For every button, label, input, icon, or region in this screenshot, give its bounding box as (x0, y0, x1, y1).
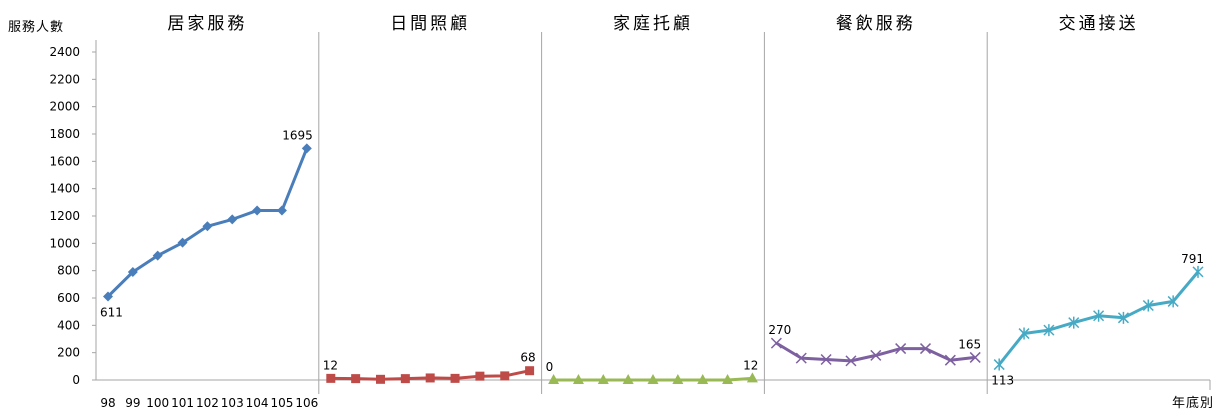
data-point (1018, 327, 1030, 340)
data-label: 113 (991, 374, 1014, 388)
data-point (500, 371, 510, 381)
data-point (1093, 309, 1105, 322)
data-point (127, 267, 138, 278)
panel-5: 交通接送 113 791 (991, 14, 1211, 390)
data-point (969, 351, 981, 363)
y-tick-label: 1800 (49, 127, 80, 141)
data-point (103, 291, 113, 302)
data-label: 270 (768, 323, 791, 337)
data-point (647, 374, 659, 384)
x-tick-label: 98 (100, 396, 115, 410)
x-tick-label: 105 (270, 396, 293, 410)
y-tick-label: 1600 (49, 154, 80, 168)
data-point (597, 374, 609, 384)
data-point (1043, 324, 1055, 337)
data-point (870, 349, 882, 361)
data-point (301, 143, 312, 154)
data-point (177, 237, 188, 248)
panel-3: 家庭托顧 0 12 (546, 14, 765, 394)
data-point (672, 374, 684, 384)
y-tick-label: 400 (57, 318, 80, 332)
data-point (425, 373, 435, 383)
data-point (795, 352, 807, 364)
data-point (622, 374, 634, 384)
panel-title: 餐飲服務 (836, 14, 916, 34)
panels: 居家服務 611 1695 日間照顧 12 68 家庭托顧 0 12 餐飲服務 270 165 交通接送… (100, 14, 1211, 394)
panel-2: 日間照顧 12 68 (323, 14, 543, 394)
y-tick-label: 2000 (49, 100, 80, 114)
data-point (722, 374, 734, 384)
data-point (227, 214, 238, 225)
data-point (1167, 295, 1179, 308)
x-tick-label: 104 (246, 396, 269, 410)
y-tick-label: 2200 (49, 72, 80, 86)
axes: 0200400600800100012001400160018002000220… (49, 40, 1210, 410)
data-point (770, 337, 782, 349)
x-axis-label: 年底別 (1172, 395, 1214, 411)
x-tick-label: 106 (295, 396, 318, 410)
data-point (202, 221, 213, 232)
data-label: 1695 (282, 128, 313, 142)
data-point (450, 373, 460, 383)
data-point (475, 371, 485, 381)
x-tick-label: 103 (221, 396, 244, 410)
x-tick-label: 102 (196, 396, 219, 410)
data-point (152, 250, 163, 261)
data-label: 12 (323, 358, 338, 372)
y-tick-label: 200 (57, 346, 80, 360)
y-tick-label: 0 (72, 373, 80, 387)
data-point (944, 354, 956, 366)
data-point (252, 205, 263, 216)
series-line (775, 341, 976, 363)
x-tick-label: 100 (146, 396, 169, 410)
panel-4: 餐飲服務 270 165 (768, 14, 988, 394)
data-label: 165 (958, 337, 981, 351)
data-label: 611 (100, 305, 123, 319)
data-point (525, 366, 535, 376)
panel-title: 日間照顧 (390, 14, 470, 34)
y-tick-label: 2400 (49, 45, 80, 59)
data-point (376, 374, 385, 384)
data-label: 68 (520, 351, 535, 365)
data-point (351, 374, 361, 384)
y-tick-label: 1000 (49, 236, 80, 250)
panel-title: 交通接送 (1059, 14, 1139, 34)
data-label: 791 (1181, 252, 1204, 266)
x-tick-label: 101 (171, 396, 194, 410)
y-tick-label: 1200 (49, 209, 80, 223)
panel-title: 居家服務 (167, 14, 247, 34)
data-point (697, 374, 709, 384)
data-point (400, 374, 410, 384)
data-point (746, 372, 758, 383)
panel-title: 家庭托顧 (613, 14, 693, 34)
data-point (845, 355, 857, 367)
data-point (895, 343, 907, 355)
data-label: 0 (546, 360, 554, 374)
data-point (1192, 265, 1204, 278)
y-tick-label: 1400 (49, 182, 80, 196)
y-axis-label: 服務人數 (8, 20, 64, 35)
panel-1: 居家服務 611 1695 (100, 14, 320, 394)
data-point (1068, 316, 1080, 329)
data-point (572, 374, 584, 384)
data-point (276, 205, 287, 216)
data-point (919, 343, 932, 355)
data-point (993, 358, 1005, 371)
data-point (1142, 299, 1154, 312)
data-point (820, 353, 832, 366)
data-point (326, 373, 336, 383)
y-tick-label: 800 (57, 264, 80, 278)
data-point (548, 374, 560, 384)
y-tick-label: 600 (57, 291, 80, 305)
data-label: 12 (743, 358, 758, 372)
data-point (1117, 311, 1129, 324)
x-tick-label: 99 (125, 396, 140, 410)
